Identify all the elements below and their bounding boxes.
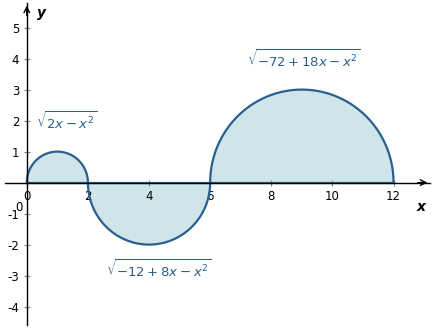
Polygon shape xyxy=(210,90,394,183)
Text: $\sqrt{-12+8x-x^2}$: $\sqrt{-12+8x-x^2}$ xyxy=(106,258,212,280)
Text: 0: 0 xyxy=(16,201,23,214)
Text: $\sqrt{2x-x^2}$: $\sqrt{2x-x^2}$ xyxy=(36,110,97,132)
Text: x: x xyxy=(417,200,426,214)
Text: $\sqrt{-72+18x-x^2}$: $\sqrt{-72+18x-x^2}$ xyxy=(247,48,361,70)
Text: y: y xyxy=(38,6,46,20)
Polygon shape xyxy=(88,183,210,245)
Polygon shape xyxy=(27,152,88,183)
